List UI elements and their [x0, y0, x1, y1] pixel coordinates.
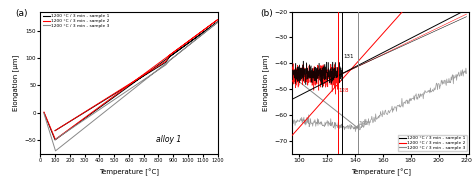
X-axis label: Temperature [°C]: Temperature [°C]: [99, 168, 159, 176]
1200 °C / 3 min - sample 2: [202, 28, 208, 30]
1200 °C / 3 min - sample 1: [215, 21, 220, 23]
Y-axis label: Elongation [µm]: Elongation [µm]: [263, 55, 269, 111]
1200 °C / 3 min - sample 3: [215, 21, 220, 24]
1200 °C / 3 min - sample 3: [52, 138, 58, 141]
1200 °C / 3 min - sample 2: [174, 49, 180, 51]
1200 °C / 3 min - sample 1: [101, 103, 107, 105]
1200 °C / 3 min - sample 3: [41, 113, 47, 115]
Text: (b): (b): [260, 9, 273, 18]
1200 °C / 3 min - sample 1: [52, 129, 58, 132]
1200 °C / 3 min - sample 2: [102, 102, 108, 104]
1200 °C / 3 min - sample 3: [94, 117, 100, 119]
Legend: 1200 °C / 3 min - sample 1, 1200 °C / 3 min - sample 2, 1200 °C / 3 min - sample: 1200 °C / 3 min - sample 1, 1200 °C / 3 …: [43, 14, 110, 28]
1200 °C / 3 min - sample 2: [41, 111, 47, 113]
Text: 128: 128: [339, 88, 349, 93]
Line: 1200 °C / 3 min - sample 1: 1200 °C / 3 min - sample 1: [44, 22, 218, 140]
Y-axis label: Elongation [µm]: Elongation [µm]: [12, 55, 19, 111]
1200 °C / 3 min - sample 2: [94, 108, 100, 110]
1200 °C / 3 min - sample 2: [53, 138, 58, 141]
1200 °C / 3 min - sample 1: [41, 112, 47, 114]
Text: alloy 1: alloy 1: [155, 135, 181, 144]
Text: 131: 131: [343, 54, 354, 59]
1200 °C / 3 min - sample 1: [174, 50, 180, 53]
1200 °C / 3 min - sample 3: [102, 111, 108, 113]
Line: 1200 °C / 3 min - sample 2: 1200 °C / 3 min - sample 2: [44, 20, 218, 139]
Text: 142: 142: [358, 121, 369, 126]
1200 °C / 3 min - sample 2: [51, 135, 57, 137]
1200 °C / 3 min - sample 1: [202, 30, 208, 32]
1200 °C / 3 min - sample 3: [51, 145, 57, 147]
X-axis label: Temperature [°C]: Temperature [°C]: [351, 168, 410, 176]
1200 °C / 3 min - sample 3: [69, 127, 75, 129]
1200 °C / 3 min - sample 3: [53, 150, 58, 152]
1200 °C / 3 min - sample 2: [52, 129, 58, 132]
1200 °C / 3 min - sample 2: [69, 119, 75, 121]
1200 °C / 3 min - sample 2: [215, 19, 220, 21]
Text: (a): (a): [16, 9, 28, 18]
1200 °C / 3 min - sample 1: [69, 119, 75, 121]
1200 °C / 3 min - sample 1: [51, 135, 56, 138]
1200 °C / 3 min - sample 3: [202, 31, 208, 34]
Line: 1200 °C / 3 min - sample 3: 1200 °C / 3 min - sample 3: [44, 22, 218, 151]
1200 °C / 3 min - sample 1: [93, 109, 99, 111]
1200 °C / 3 min - sample 1: [52, 139, 58, 141]
1200 °C / 3 min - sample 3: [174, 53, 180, 56]
Legend: 1200 °C / 3 min - sample 1, 1200 °C / 3 min - sample 2, 1200 °C / 3 min - sample: 1200 °C / 3 min - sample 1, 1200 °C / 3 …: [398, 135, 467, 151]
